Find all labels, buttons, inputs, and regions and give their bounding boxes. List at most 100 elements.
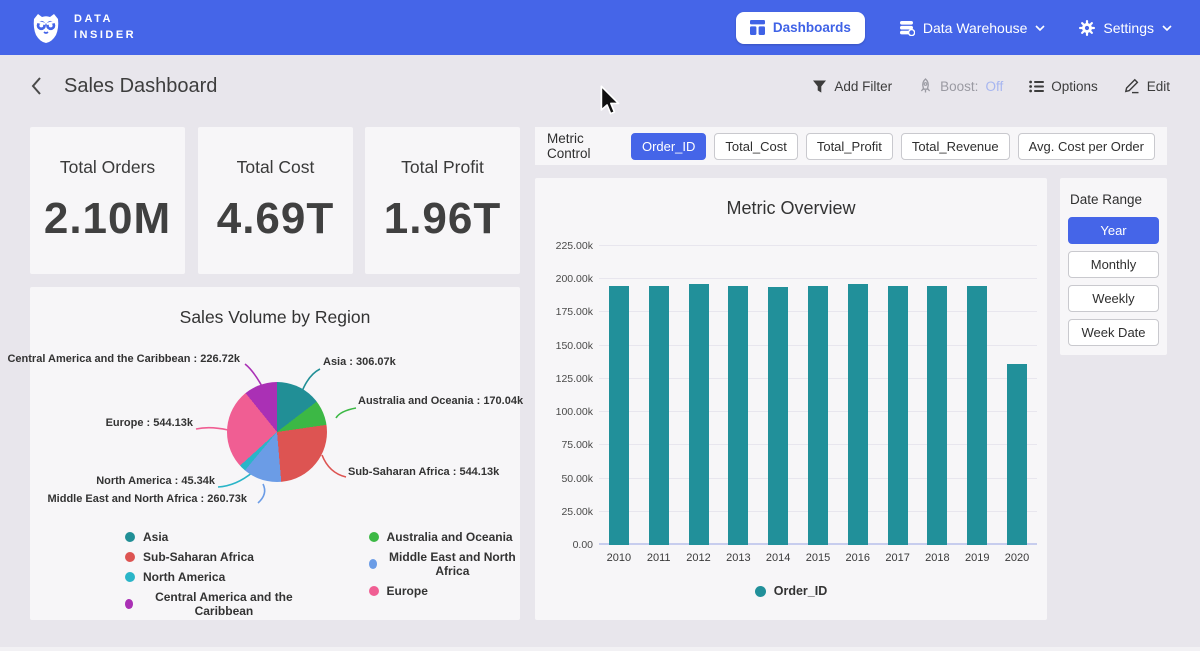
metric-option-total-profit[interactable]: Total_Profit xyxy=(806,133,893,160)
y-tick-label: 25.00k xyxy=(541,506,593,518)
y-tick-label: 75.00k xyxy=(541,439,593,451)
boost-toggle[interactable]: Boost: Off xyxy=(918,78,1003,94)
pie-legend-item-north-america[interactable]: North America xyxy=(125,570,307,584)
x-tick-label: 2016 xyxy=(838,552,878,564)
legend-dot-icon xyxy=(125,552,135,562)
bar-column-2017: 2017 xyxy=(878,246,918,545)
pie-legend-item-europe[interactable]: Europe xyxy=(369,584,520,598)
options-button[interactable]: Options xyxy=(1029,79,1098,94)
x-tick-label: 2010 xyxy=(599,552,639,564)
kpi-label: Total Profit xyxy=(401,157,484,178)
filter-funnel-icon xyxy=(812,79,827,94)
date-option-weekly[interactable]: Weekly xyxy=(1068,285,1159,312)
legend-dot-icon xyxy=(755,586,766,597)
pie-callout-europe: Europe : 544.13k xyxy=(106,417,193,429)
bar-2018[interactable] xyxy=(927,286,947,545)
data-warehouse-menu[interactable]: Data Warehouse xyxy=(899,20,1046,36)
date-option-week-date[interactable]: Week Date xyxy=(1068,319,1159,346)
pie-legend-item-central-america-and-the-caribbean[interactable]: Central America and the Caribbean xyxy=(125,590,307,618)
callout-line xyxy=(336,408,356,418)
metric-option-avg-cost-per-order[interactable]: Avg. Cost per Order xyxy=(1018,133,1155,160)
bar-2016[interactable] xyxy=(848,284,868,545)
dashboards-button[interactable]: Dashboards xyxy=(736,12,865,44)
bar-column-2020: 2020 xyxy=(997,246,1037,545)
bar-column-2018: 2018 xyxy=(918,246,958,545)
y-tick-label: 125.00k xyxy=(541,373,593,385)
gear-icon xyxy=(1079,20,1095,36)
page-title: Sales Dashboard xyxy=(64,75,217,98)
bar-2017[interactable] xyxy=(888,286,908,545)
x-tick-label: 2019 xyxy=(957,552,997,564)
x-tick-label: 2017 xyxy=(878,552,918,564)
x-tick-label: 2020 xyxy=(997,552,1037,564)
settings-menu[interactable]: Settings xyxy=(1079,20,1172,36)
kpi-label: Total Orders xyxy=(60,157,155,178)
bar-2012[interactable] xyxy=(689,284,709,545)
legend-dot-icon xyxy=(125,599,133,609)
pie-legend-item-australia-and-oceania[interactable]: Australia and Oceania xyxy=(369,530,520,544)
bar-column-2012: 2012 xyxy=(679,246,719,545)
chevron-down-icon xyxy=(1162,25,1172,31)
x-tick-label: 2015 xyxy=(798,552,838,564)
metric-option-order-id[interactable]: Order_ID xyxy=(631,133,706,160)
legend-dot-icon xyxy=(369,586,379,596)
bar-column-2013: 2013 xyxy=(718,246,758,545)
bar-2011[interactable] xyxy=(649,286,669,545)
x-tick-label: 2018 xyxy=(918,552,958,564)
owl-logo-icon xyxy=(28,10,64,46)
bar-2015[interactable] xyxy=(808,286,828,545)
date-option-monthly[interactable]: Monthly xyxy=(1068,251,1159,278)
bar-2010[interactable] xyxy=(609,286,629,545)
top-navbar: DATA INSIDER Dashboards xyxy=(0,0,1200,55)
pie-legend-col-2: Australia and Oceania Middle East and Nor… xyxy=(369,530,520,618)
callout-line xyxy=(322,455,346,477)
pie-legend: Asia Sub-Saharan Africa North America Centr… xyxy=(125,530,520,618)
pie-callout-asia: Asia : 306.07k xyxy=(323,356,396,368)
metric-control-label: Metric Control xyxy=(547,131,617,161)
pencil-icon xyxy=(1124,78,1140,94)
bar-column-2015: 2015 xyxy=(798,246,838,545)
legend-item-order-id[interactable]: Order_ID xyxy=(755,584,828,598)
add-filter-button[interactable]: Add Filter xyxy=(812,79,892,94)
x-tick-label: 2012 xyxy=(679,552,719,564)
database-icon xyxy=(899,20,915,36)
date-range-label: Date Range xyxy=(1070,192,1159,207)
pie-legend-item-middle-east-and-north-africa[interactable]: Middle East and North Africa xyxy=(369,550,520,578)
pie-legend-item-sub-saharan-africa[interactable]: Sub-Saharan Africa xyxy=(125,550,307,564)
bar-2013[interactable] xyxy=(728,286,748,545)
x-tick-label: 2014 xyxy=(758,552,798,564)
metric-option-total-cost[interactable]: Total_Cost xyxy=(714,133,797,160)
brand-text: DATA INSIDER xyxy=(74,12,136,43)
bar-2014[interactable] xyxy=(768,287,788,545)
pie-callout-north-america: North America : 45.34k xyxy=(96,475,215,487)
boost-status: Off xyxy=(985,79,1003,94)
page-header: Sales Dashboard Add Filter Boost: Off xyxy=(0,55,1200,117)
legend-dot-icon xyxy=(125,532,135,542)
legend-dot-icon xyxy=(369,559,377,569)
kpi-value: 4.69T xyxy=(217,194,335,244)
metric-control-bar: Metric Control Order_ID Total_Cost Total_P… xyxy=(535,127,1167,165)
date-option-year[interactable]: Year xyxy=(1068,217,1159,244)
callout-line xyxy=(218,472,253,487)
back-button[interactable] xyxy=(30,76,42,96)
pie-callout-australia-and-oceania: Australia and Oceania : 170.04k xyxy=(358,395,523,407)
bar-chart-title: Metric Overview xyxy=(535,178,1047,219)
legend-dot-icon xyxy=(125,572,135,582)
bar-2019[interactable] xyxy=(967,286,987,545)
y-tick-label: 50.00k xyxy=(541,473,593,485)
legend-dot-icon xyxy=(369,532,379,542)
bar-column-2016: 2016 xyxy=(838,246,878,545)
edit-button[interactable]: Edit xyxy=(1124,78,1170,94)
bar-2020[interactable] xyxy=(1007,364,1027,545)
x-tick-label: 2013 xyxy=(718,552,758,564)
y-tick-label: 175.00k xyxy=(541,306,593,318)
bar-column-2019: 2019 xyxy=(957,246,997,545)
chevron-down-icon xyxy=(1035,25,1045,31)
metric-option-total-revenue[interactable]: Total_Revenue xyxy=(901,133,1010,160)
pie-legend-item-asia[interactable]: Asia xyxy=(125,530,307,544)
pie-chart[interactable] xyxy=(227,382,327,482)
pie-chart-title: Sales Volume by Region xyxy=(30,287,520,328)
rocket-icon xyxy=(918,78,933,94)
bar-column-2011: 2011 xyxy=(639,246,679,545)
brand[interactable]: DATA INSIDER xyxy=(28,10,136,46)
